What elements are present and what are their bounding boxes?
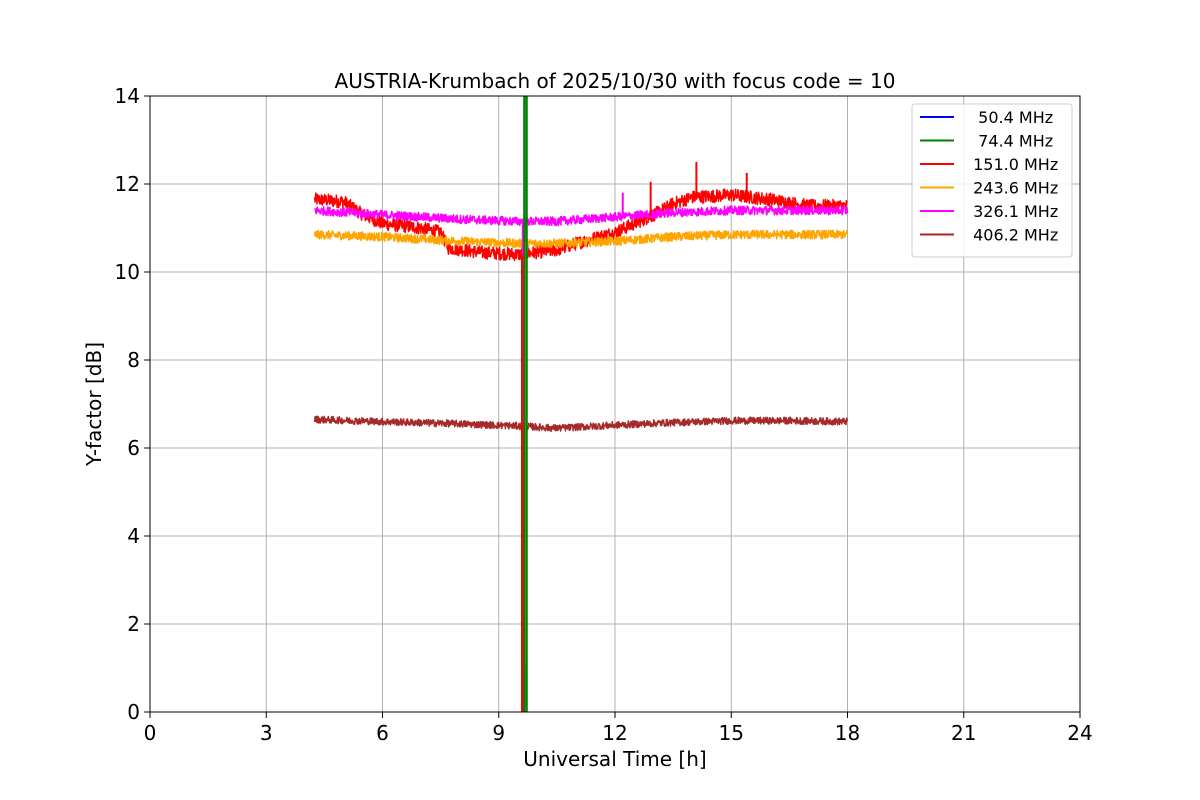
legend-item: 326.1 MHz: [920, 202, 1058, 221]
legend-label: 406.2 MHz: [968, 226, 1058, 245]
y-tick-label: 14: [115, 84, 140, 108]
legend-item: 243.6 MHz: [920, 179, 1058, 198]
legend-label: 326.1 MHz: [968, 202, 1058, 221]
y-tick-label: 4: [127, 524, 140, 548]
series-line: [314, 205, 849, 227]
legend-label: 151.0 MHz: [968, 155, 1058, 174]
legend-item: 74.4 MHz: [920, 132, 1053, 151]
x-tick-label: 12: [602, 721, 627, 745]
legend-item: 50.4 MHz: [920, 108, 1053, 127]
legend-label: 50.4 MHz: [968, 108, 1053, 127]
x-tick-label: 3: [260, 721, 273, 745]
legend-label: 243.6 MHz: [968, 179, 1058, 198]
series-line: [313, 188, 848, 262]
x-tick-label: 6: [376, 721, 389, 745]
y-tick-label: 2: [127, 612, 140, 636]
legend-label: 74.4 MHz: [968, 132, 1053, 151]
series-326-1-mhz: [314, 205, 849, 227]
y-tick-label: 12: [115, 172, 140, 196]
legend-item: 151.0 MHz: [920, 155, 1058, 174]
series-243-6-mhz: [313, 229, 849, 249]
legend: 50.4 MHz 74.4 MHz 151.0 MHz 243.6 MHz 32…: [911, 103, 1073, 258]
x-tick-label: 15: [719, 721, 744, 745]
series-line: [313, 229, 849, 249]
x-tick-label: 0: [144, 721, 157, 745]
series-layer: [313, 96, 849, 712]
x-tick-label: 24: [1067, 721, 1092, 745]
x-tick-label: 18: [835, 721, 860, 745]
y-tick-label: 8: [127, 348, 140, 372]
series-406-2-mhz: [313, 415, 849, 433]
legend-item: 406.2 MHz: [920, 226, 1058, 245]
y-tick-label: 10: [115, 260, 140, 284]
plot-area: [313, 96, 849, 712]
series-74-4-mhz-overlay: [523, 96, 528, 712]
legend-box: [911, 103, 1073, 258]
chart-title: AUSTRIA-Krumbach of 2025/10/30 with focu…: [335, 69, 896, 93]
y-tick-label: 0: [127, 700, 140, 724]
y-tick-label: 6: [127, 436, 140, 460]
y-axis-label: Y-factor [dB]: [82, 342, 106, 467]
x-tick-label: 9: [492, 721, 505, 745]
x-axis-label: Universal Time [h]: [523, 747, 706, 771]
series-line: [313, 415, 849, 433]
series-151-0-mhz: [313, 188, 848, 262]
x-tick-label: 21: [951, 721, 976, 745]
